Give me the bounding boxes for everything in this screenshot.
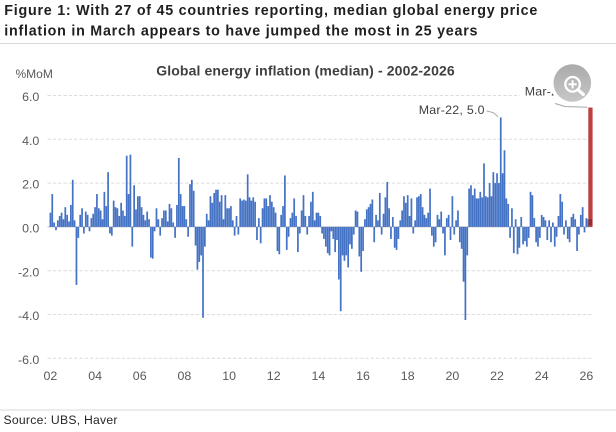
svg-text:04: 04 [88,369,102,383]
svg-text:02: 02 [44,369,58,383]
svg-text:08: 08 [178,369,192,383]
svg-text:inflation in March appears to: inflation in March appears to have jumpe… [4,24,478,40]
svg-text:06: 06 [133,369,147,383]
svg-text:22: 22 [490,369,504,383]
svg-text:14: 14 [312,369,326,383]
svg-text:Global energy inflation (media: Global energy inflation (median) - 2002-… [156,63,455,79]
svg-text:-6.0: -6.0 [18,353,39,367]
svg-text:10: 10 [222,369,236,383]
svg-text:12: 12 [267,369,281,383]
svg-text:26: 26 [580,369,594,383]
svg-text:20: 20 [446,369,460,383]
svg-text:18: 18 [401,369,415,383]
svg-text:-2.0: -2.0 [18,265,39,279]
svg-text:4.0: 4.0 [22,134,39,148]
svg-text:0.0: 0.0 [22,222,39,236]
svg-text:%MoM: %MoM [16,67,53,81]
svg-text:Mar-22, 5.0: Mar-22, 5.0 [419,103,485,117]
svg-text:24: 24 [535,369,549,383]
svg-text:2.0: 2.0 [22,178,39,192]
svg-text:Figure 1: With 27 of 45 countr: Figure 1: With 27 of 45 countries report… [4,3,538,19]
svg-text:-4.0: -4.0 [18,309,39,323]
svg-text:16: 16 [356,369,370,383]
svg-text:Source: UBS, Haver: Source: UBS, Haver [4,413,118,427]
svg-text:6.0: 6.0 [22,90,39,104]
